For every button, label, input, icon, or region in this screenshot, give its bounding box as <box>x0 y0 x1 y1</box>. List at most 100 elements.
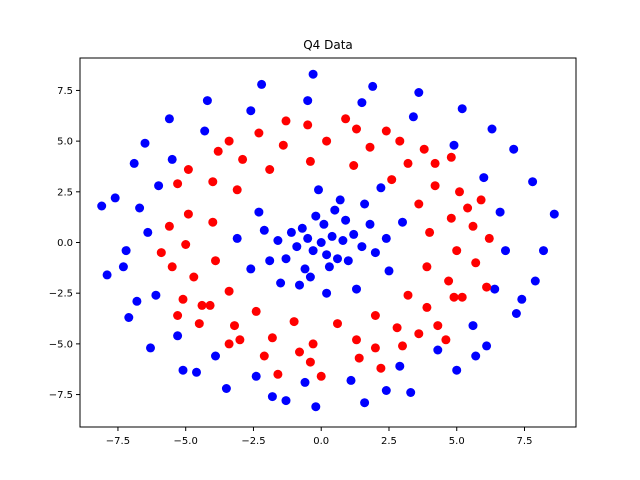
x-axis: −7.5 −5.0 −2.5 0.0 2.5 5.0 7.5 <box>106 427 533 447</box>
data-point <box>398 217 407 227</box>
data-point <box>124 313 134 322</box>
data-point <box>230 321 239 331</box>
data-point <box>311 402 321 412</box>
data-point <box>324 262 334 272</box>
data-point <box>322 288 332 298</box>
data-point <box>189 272 199 282</box>
data-point <box>341 114 351 124</box>
data-point <box>408 112 418 122</box>
data-point <box>333 254 342 264</box>
data-point <box>276 278 286 288</box>
data-point <box>221 384 231 393</box>
data-point <box>487 124 497 134</box>
data-point <box>376 363 386 373</box>
data-point <box>143 227 153 237</box>
data-point <box>183 209 193 219</box>
data-point <box>322 136 332 146</box>
data-point <box>376 183 386 193</box>
data-point <box>468 221 478 231</box>
data-point <box>419 144 429 154</box>
y-tick-label: 0.0 <box>57 238 73 249</box>
data-point <box>246 106 256 116</box>
data-point <box>387 175 397 185</box>
data-point <box>360 398 370 408</box>
data-point <box>281 254 291 264</box>
data-point <box>354 353 364 363</box>
data-point <box>549 209 559 219</box>
data-point <box>528 177 538 187</box>
data-point <box>457 104 467 114</box>
data-point <box>194 319 204 329</box>
data-point <box>403 290 413 300</box>
y-tick-label: −2.5 <box>49 289 73 300</box>
data-point <box>414 88 424 97</box>
data-point <box>316 238 326 247</box>
data-point <box>118 262 128 272</box>
data-point <box>151 290 161 300</box>
data-point <box>224 339 234 349</box>
data-point <box>224 136 234 146</box>
y-tick-label: 7.5 <box>57 86 73 97</box>
data-point <box>308 339 318 349</box>
data-point <box>314 185 323 195</box>
data-point <box>232 233 242 243</box>
x-tick-label: 7.5 <box>517 436 533 447</box>
data-point <box>297 223 307 233</box>
data-point <box>530 276 540 286</box>
data-point <box>102 270 112 280</box>
data-point <box>370 343 380 353</box>
data-point <box>495 207 505 217</box>
data-point <box>398 341 407 351</box>
data-point <box>110 193 120 203</box>
data-point <box>468 321 478 331</box>
data-point <box>311 211 321 221</box>
data-point <box>490 284 500 294</box>
data-point <box>156 248 166 258</box>
y-tick-label: −5.0 <box>49 339 73 350</box>
data-point <box>164 221 174 231</box>
data-point <box>278 140 288 150</box>
x-tick-label: 5.0 <box>449 436 465 447</box>
data-point <box>341 215 351 225</box>
y-tick-label: 2.5 <box>57 187 73 198</box>
data-point <box>254 128 264 138</box>
data-point <box>200 126 210 136</box>
data-point <box>484 233 494 243</box>
data-point <box>273 236 283 245</box>
data-point <box>352 124 361 134</box>
y-axis: −7.5 −5.0 −2.5 0.0 2.5 5.0 7.5 <box>49 86 80 401</box>
data-point <box>441 335 451 345</box>
x-tick-label: −2.5 <box>241 436 265 447</box>
data-point <box>232 185 242 195</box>
data-point <box>482 282 492 292</box>
data-point <box>300 264 310 274</box>
data-point <box>286 227 296 237</box>
data-point <box>235 335 245 345</box>
data-point <box>422 262 432 272</box>
data-point <box>265 165 275 174</box>
data-point <box>455 187 464 197</box>
data-point <box>446 213 456 223</box>
data-point <box>305 156 315 166</box>
data-point <box>446 152 456 162</box>
data-point <box>370 311 380 320</box>
data-point <box>471 351 481 361</box>
data-point <box>452 365 462 375</box>
data-point <box>273 369 283 379</box>
x-tick-label: −7.5 <box>106 436 130 447</box>
data-point <box>303 233 313 243</box>
data-point <box>257 79 267 89</box>
data-point <box>471 258 481 268</box>
data-point <box>338 236 348 245</box>
data-point <box>381 386 391 395</box>
data-point <box>173 179 183 189</box>
data-point <box>509 144 519 154</box>
data-point <box>308 69 318 79</box>
data-point <box>308 246 318 256</box>
x-tick-label: 0.0 <box>313 436 329 447</box>
y-tick-label: −7.5 <box>49 390 73 401</box>
data-point <box>259 225 269 235</box>
data-point <box>395 136 405 146</box>
data-point <box>365 219 375 229</box>
data-point <box>430 158 440 168</box>
